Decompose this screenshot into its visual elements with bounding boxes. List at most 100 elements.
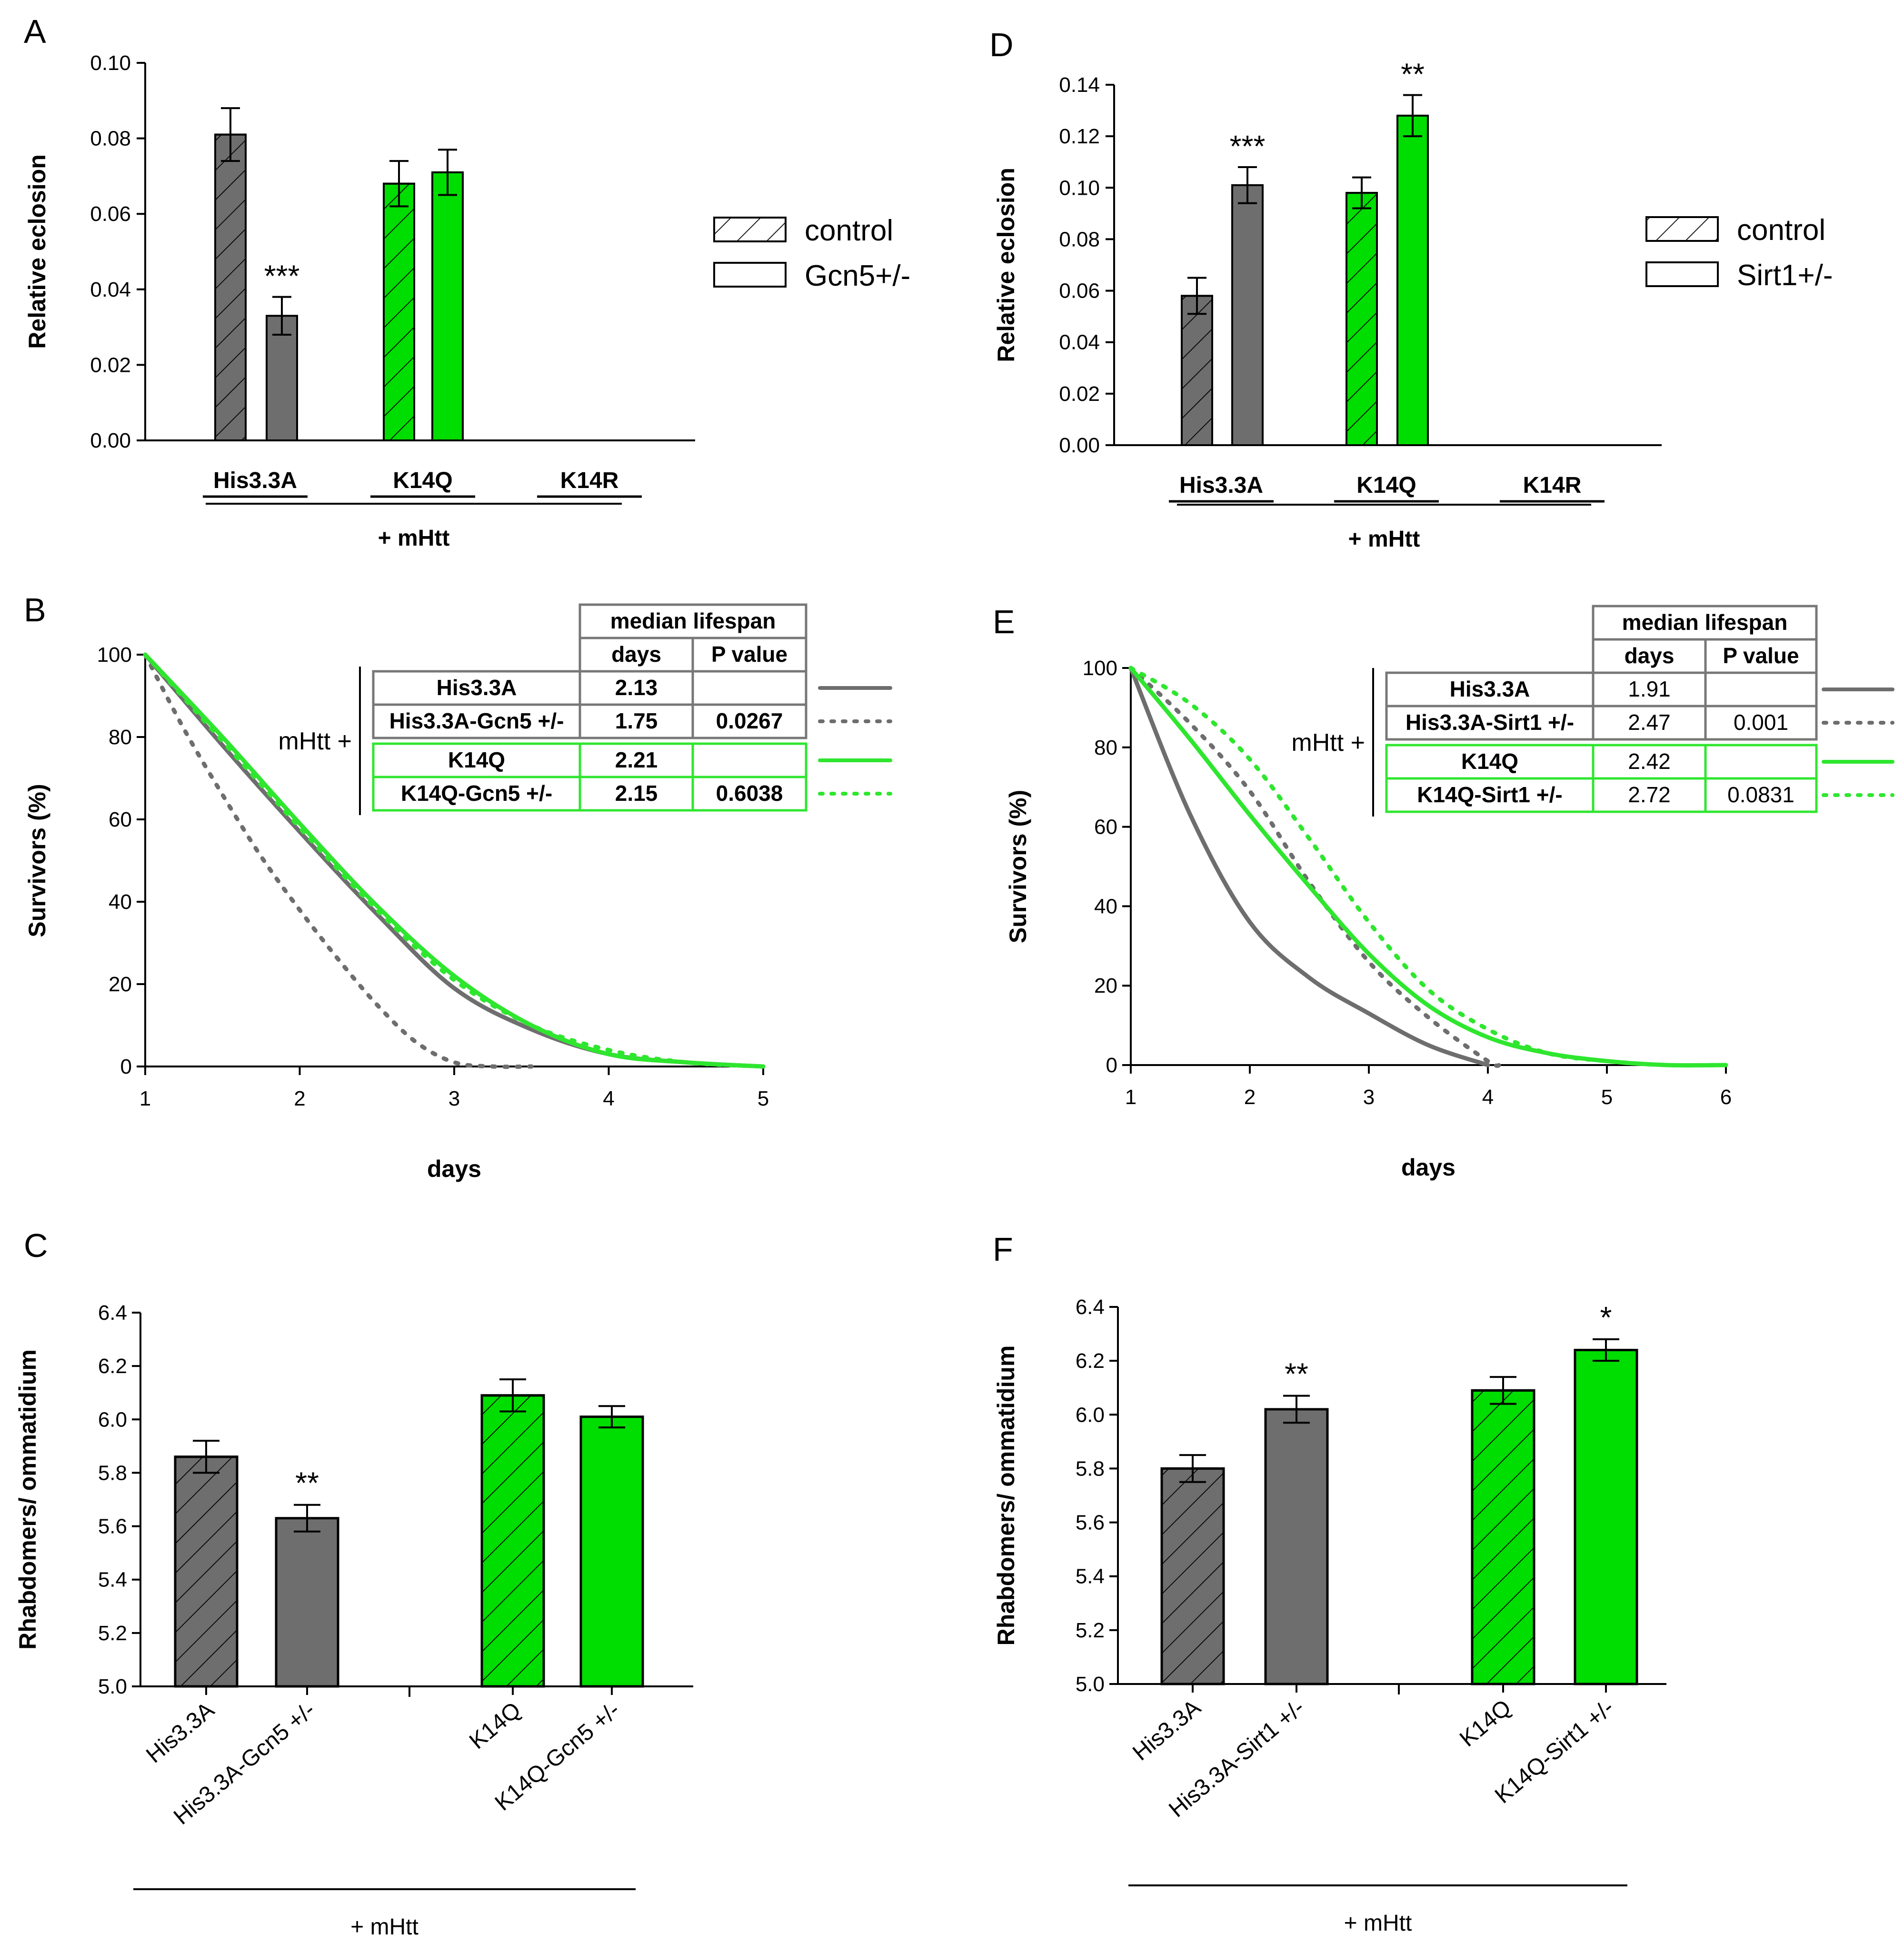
- y-tick-label: 100: [97, 643, 132, 667]
- table-column-header: days: [1625, 643, 1675, 668]
- bar: [431, 171, 464, 442]
- y-tick-label: 0.06: [90, 202, 131, 226]
- y-tick-label: 5.2: [1076, 1619, 1105, 1642]
- table-header-cell: [578, 637, 694, 673]
- legend-swatch: [1645, 261, 1719, 287]
- y-tick-label: 0.02: [90, 353, 131, 377]
- y-tick-label: 80: [1094, 736, 1117, 759]
- y-tick-label: 20: [109, 973, 132, 996]
- significance-label: ***: [264, 259, 300, 293]
- legend-label: control: [805, 214, 893, 247]
- y-tick-label: 5.2: [98, 1622, 127, 1645]
- y-tick-label: 0.02: [1059, 382, 1100, 406]
- y-tick-label: 100: [1083, 657, 1117, 680]
- table-cell: [691, 776, 807, 812]
- legend-label: Gcn5+/-: [805, 259, 910, 292]
- y-tick-label: 60: [109, 808, 132, 831]
- y-tick-label: 0.10: [1059, 176, 1100, 199]
- y-tick-label: 60: [1094, 816, 1117, 839]
- y-tick-label: 0.04: [90, 278, 131, 301]
- table-cell-text: 1.91: [1628, 677, 1671, 701]
- table-cell-text: 0.001: [1734, 710, 1788, 735]
- table-cell: [1592, 777, 1707, 813]
- bar-hatch: [174, 1455, 239, 1688]
- legend-label: Sirt1+/-: [1737, 259, 1833, 292]
- y-tick-label: 0.04: [1059, 331, 1100, 354]
- y-tick-label: 5.4: [98, 1568, 127, 1592]
- y-tick-label: 0: [1106, 1054, 1117, 1077]
- bar: [1574, 1349, 1638, 1685]
- bar-hatch: [383, 182, 415, 441]
- table-cell: [372, 742, 581, 778]
- x-tick-label: 5: [758, 1087, 769, 1110]
- panel-letter: D: [989, 26, 1014, 63]
- category-label: His3.3A: [1179, 473, 1263, 498]
- y-tick-label: 40: [109, 890, 132, 914]
- table-cell-text: 2.21: [615, 747, 658, 772]
- y-axis-label: Survivors (%): [24, 784, 50, 937]
- bar-hatch: [480, 1394, 545, 1688]
- panel-letter: C: [24, 1227, 48, 1264]
- table-header-cell: [1704, 638, 1818, 674]
- mhtt-label: mHtt +: [1291, 729, 1365, 757]
- x-axis-label: days: [427, 1156, 481, 1182]
- y-tick-label: 6.0: [98, 1408, 127, 1431]
- y-tick-label: 6.2: [1076, 1349, 1105, 1373]
- group-label: + mHtt: [378, 526, 450, 551]
- table-cell: [372, 776, 581, 812]
- y-tick-label: 80: [109, 726, 132, 749]
- panel-letter: B: [24, 591, 46, 628]
- y-tick-label: 6.4: [1076, 1295, 1105, 1319]
- bar-hatch: [1346, 192, 1378, 447]
- table-cell-text: His3.3A-Sirt1 +/-: [1406, 710, 1574, 735]
- bar-hatch: [1181, 295, 1213, 447]
- y-axis-label: Relative eclosion: [993, 168, 1019, 362]
- bar-hatch: [214, 133, 247, 442]
- bar: [579, 1415, 644, 1688]
- group-label: + mHtt: [350, 1914, 419, 1940]
- y-tick-label: 5.0: [98, 1675, 127, 1698]
- x-tick-label: 1: [1125, 1086, 1136, 1109]
- table-cell-text: 0.0831: [1727, 782, 1794, 807]
- significance-label: *: [1600, 1300, 1612, 1335]
- table-column-header: P value: [711, 642, 788, 667]
- table-cell: [691, 742, 807, 778]
- category-label: K14R: [1523, 473, 1582, 498]
- table-cell-text: 1.75: [615, 708, 658, 733]
- y-tick-label: 0.14: [1059, 73, 1100, 97]
- table-cell-text: K14Q-Gcn5 +/-: [401, 781, 552, 806]
- legend-swatch: [713, 262, 787, 288]
- x-tick-label: 4: [1482, 1086, 1494, 1109]
- table-cell-text: His3.3A-Gcn5 +/-: [389, 708, 564, 733]
- table-cell-text: 2.15: [615, 781, 658, 806]
- bar: [1396, 114, 1429, 446]
- survival-curve: [143, 652, 534, 1069]
- legend-swatch-hatch: [713, 217, 787, 242]
- y-tick-label: 5.8: [1076, 1457, 1105, 1480]
- survival-curve: [143, 652, 766, 1069]
- x-tick-label: 6: [1720, 1086, 1732, 1109]
- bar: [275, 1517, 339, 1688]
- table-cell-text: 0.6038: [716, 781, 783, 806]
- survival-curve: [1128, 666, 1490, 1067]
- survival-curve: [1128, 666, 1728, 1068]
- table-cell-text: 2.42: [1628, 749, 1671, 774]
- bar-hatch: [1160, 1467, 1225, 1685]
- bar: [1231, 184, 1264, 446]
- y-axis-label: Relative eclosion: [24, 154, 50, 349]
- panel-letter: A: [24, 13, 46, 50]
- table-cell: [691, 670, 807, 706]
- category-label: His3.3A: [213, 468, 297, 493]
- y-tick-label: 5.6: [1076, 1511, 1105, 1534]
- bar-hatch: [1471, 1389, 1535, 1685]
- legend-label: control: [1737, 214, 1825, 247]
- x-axis-label: days: [1401, 1154, 1455, 1181]
- table-header-cell: [1592, 605, 1818, 641]
- y-tick-label: 0.08: [1059, 228, 1100, 251]
- x-tick-label: 5: [1601, 1086, 1613, 1109]
- table-cell-text: His3.3A: [1450, 677, 1530, 701]
- table-cell: [1592, 705, 1707, 741]
- significance-label: **: [295, 1466, 319, 1500]
- table-cell-text: 2.72: [1628, 782, 1671, 807]
- survival-curve: [143, 652, 766, 1069]
